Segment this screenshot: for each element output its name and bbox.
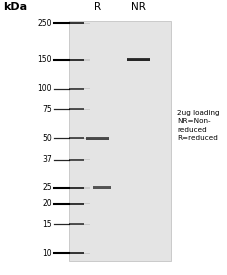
Bar [69,88,84,90]
Bar [69,159,84,161]
Bar [71,203,90,204]
Bar [69,252,84,254]
Text: 15: 15 [42,220,52,229]
Bar [69,22,84,24]
Bar [71,224,90,225]
Bar [71,138,90,139]
Text: 25: 25 [42,183,52,192]
Bar [69,59,84,61]
Bar [69,138,84,139]
Text: 2ug loading
NR=Non-
reduced
R=reduced: 2ug loading NR=Non- reduced R=reduced [177,109,220,141]
Bar [93,186,111,187]
Text: NR: NR [131,2,146,12]
Text: 75: 75 [42,105,52,114]
Text: 150: 150 [37,55,52,64]
Text: 20: 20 [42,199,52,208]
Text: 100: 100 [37,84,52,93]
Bar [71,88,90,89]
Bar [69,223,84,225]
Text: 37: 37 [42,155,52,164]
Text: R: R [94,2,101,12]
Bar [69,203,84,205]
Bar [127,58,150,61]
Bar [71,159,90,161]
Bar [69,108,84,110]
Bar [69,187,84,189]
Bar [71,59,90,60]
Text: kDa: kDa [3,2,27,12]
Text: 250: 250 [37,19,52,28]
Bar [71,187,90,188]
Bar [71,23,90,24]
Bar [86,137,109,140]
Bar [71,253,90,254]
Bar [86,137,109,138]
Bar [127,58,150,59]
Bar [69,21,171,261]
Bar [93,186,111,189]
Bar [71,109,90,110]
Text: 10: 10 [42,249,52,258]
Text: 50: 50 [42,134,52,143]
